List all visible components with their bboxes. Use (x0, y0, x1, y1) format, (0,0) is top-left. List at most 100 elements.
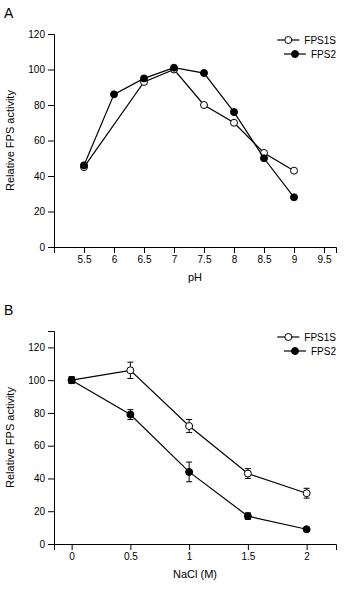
error-bar (186, 462, 192, 482)
y-tick-label: 40 (34, 171, 46, 182)
y-tick: 20 (34, 506, 54, 517)
y-tick-label: 20 (34, 506, 46, 517)
point (127, 411, 134, 418)
panel-label: A (4, 5, 14, 21)
x-tick: 9.5 (318, 247, 332, 265)
figure: 5.566.577.588.599.5020406080100120FPS1SF… (0, 0, 348, 594)
y-tick-label: 80 (34, 408, 46, 419)
line (84, 68, 294, 198)
x-tick-label: 9.5 (318, 254, 332, 265)
x-axis-line (55, 248, 337, 254)
legend: FPS1S FPS2 (277, 35, 336, 60)
error-bar (245, 469, 251, 479)
y-tick-label: 120 (28, 342, 45, 353)
x-tick-label: 6.5 (138, 254, 152, 265)
x-axis: 5.566.577.588.599.5 (55, 247, 337, 265)
x-tick-mark (114, 247, 115, 253)
y-axis-title: Relative FPS activity (4, 90, 16, 191)
legend-label: FPS2 (311, 49, 336, 60)
series (68, 377, 310, 533)
x-axis-line (55, 545, 337, 551)
y-tick-label: 100 (28, 375, 45, 386)
x-tick-mark (174, 247, 175, 253)
y-axis: 020406080100120 (28, 29, 54, 253)
x-tick-mark (324, 247, 325, 253)
y-tick-mark (48, 511, 54, 512)
x-tick-mark (248, 544, 249, 550)
y-axis: 0 20 40 60 80 100 120 (28, 332, 54, 550)
x-tick-label: 0 (69, 551, 75, 562)
point (201, 70, 208, 77)
legend-item: FPS1S (277, 332, 336, 343)
error-bar (186, 419, 192, 432)
y-tick-label: 0 (39, 242, 45, 253)
y-tick: 0 (39, 242, 54, 253)
x-tick-label: 8 (232, 254, 238, 265)
point (81, 162, 88, 169)
legend-swatch-marker (291, 348, 298, 355)
x-tick-mark (189, 544, 190, 550)
error-bar (69, 377, 75, 384)
y-tick-mark (48, 34, 54, 35)
y-tick-label: 20 (34, 206, 46, 217)
y-tick-mark (48, 212, 54, 213)
point (303, 490, 310, 497)
legend-item: FPS2 (284, 49, 336, 60)
line (84, 70, 294, 171)
x-tick: 1 (187, 544, 193, 562)
legend: FPS1S FPS2 (277, 332, 336, 357)
y-tick: 120 (28, 29, 54, 40)
panel: 00.511.52020406080100120FPS1SFPS2NaCl (M… (4, 302, 337, 580)
y-axis-line (48, 35, 55, 248)
x-tick-mark (307, 544, 308, 550)
point (303, 526, 310, 533)
x-tick-label: 0.5 (124, 551, 138, 562)
legend-label: FPS2 (311, 346, 336, 357)
x-tick: 1.5 (241, 544, 255, 562)
y-tick-label: 0 (39, 539, 45, 550)
y-tick: 100 (28, 375, 54, 386)
x-axis-title: NaCl (M) (173, 568, 217, 580)
y-axis-title: Relative FPS activity (4, 387, 16, 488)
x-tick: 7.5 (198, 247, 212, 265)
y-tick-label: 100 (28, 64, 45, 75)
y-tick: 40 (34, 473, 54, 484)
point (171, 64, 178, 71)
point (127, 367, 134, 374)
point (291, 167, 298, 174)
point (201, 102, 208, 109)
x-tick-mark (294, 247, 295, 253)
x-axis: 00.511.52 (55, 544, 337, 562)
y-tick: 120 (28, 342, 54, 353)
x-tick-mark (234, 247, 235, 253)
y-tick-mark (48, 478, 54, 479)
x-tick: 8.5 (258, 247, 272, 265)
y-tick-mark (48, 347, 54, 348)
point (68, 377, 75, 384)
x-tick-mark (204, 247, 205, 253)
y-tick-label: 40 (34, 473, 46, 484)
series (68, 362, 310, 498)
series (81, 64, 298, 201)
error-bar (245, 513, 251, 520)
plot-area (81, 64, 298, 201)
x-tick-label: 7.5 (198, 254, 212, 265)
y-tick: 100 (28, 64, 54, 75)
x-tick-mark (84, 247, 85, 253)
y-tick-label: 120 (28, 29, 45, 40)
point (261, 155, 268, 162)
y-tick: 60 (34, 440, 54, 451)
legend-swatch-marker (285, 37, 292, 44)
point (231, 109, 238, 116)
x-tick: 5.5 (78, 247, 92, 265)
y-tick-mark (48, 176, 54, 177)
series (81, 66, 298, 174)
y-tick: 60 (34, 135, 54, 146)
panel-label: B (4, 302, 13, 318)
x-tick-label: 5.5 (78, 254, 92, 265)
y-tick-mark (48, 380, 54, 381)
y-tick-mark (48, 413, 54, 414)
point (244, 513, 251, 520)
point (111, 91, 118, 98)
legend-item: FPS1S (277, 35, 336, 46)
